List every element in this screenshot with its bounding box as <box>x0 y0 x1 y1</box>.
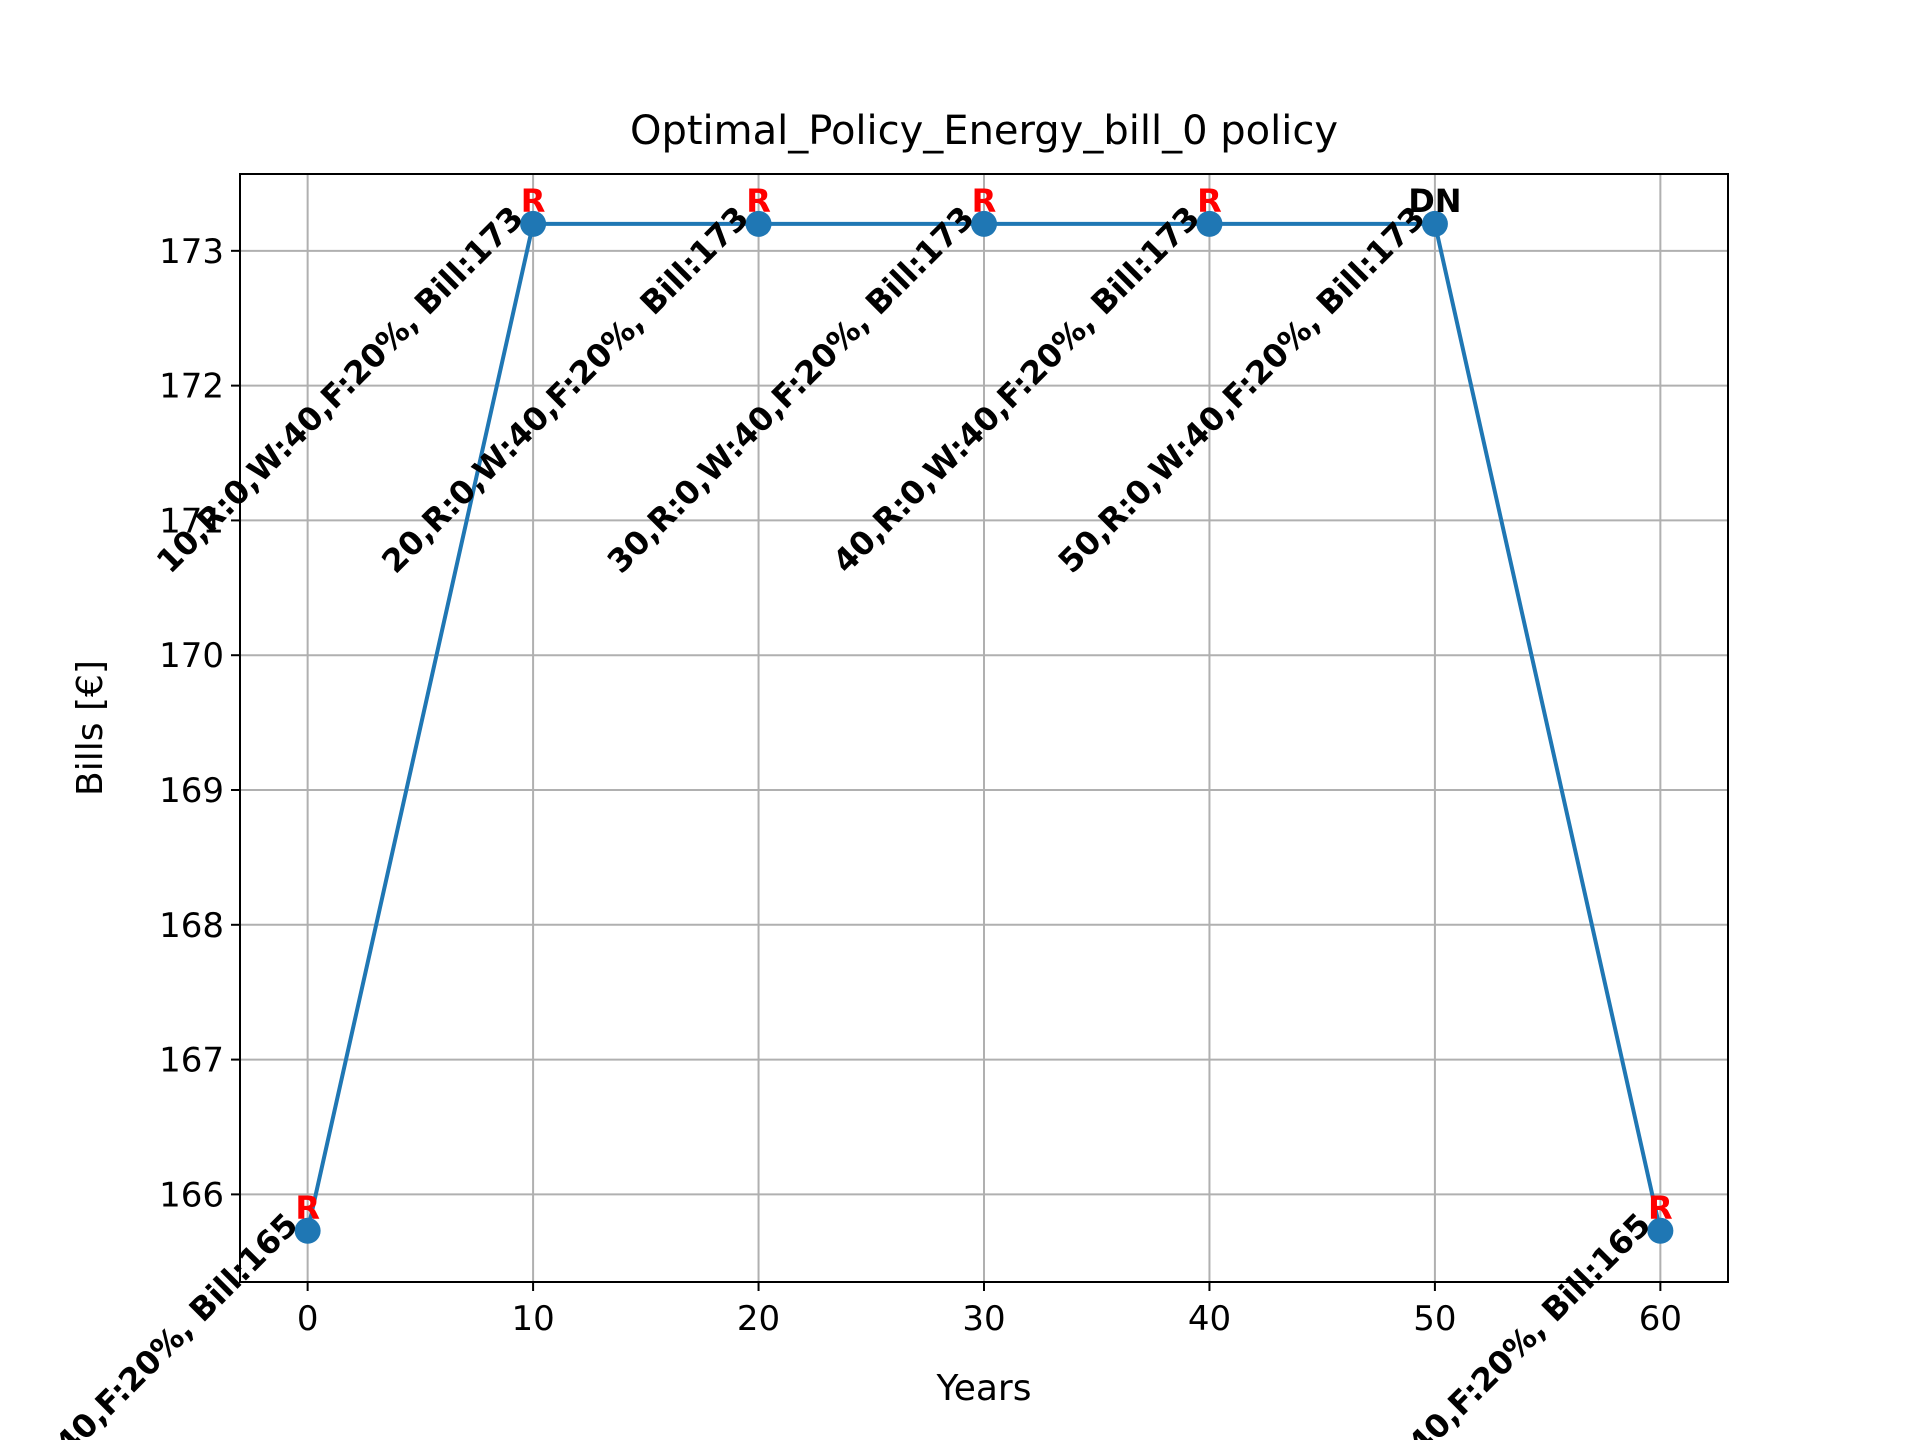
point-label: 60,R:0,W:40,F:20%, Bill:165 <box>1276 1206 1658 1440</box>
action-label: R <box>746 182 771 220</box>
point-label: 50,R:0,W:40,F:20%, Bill:173 <box>1051 199 1433 581</box>
x-tick-label: 40 <box>1188 1299 1231 1339</box>
point <box>745 210 772 237</box>
y-tick-label: 166 <box>159 1175 224 1215</box>
action-label: R <box>521 182 546 220</box>
point <box>1421 210 1448 237</box>
point-label: 40,R:0,W:40,F:20%, Bill:173 <box>825 199 1207 581</box>
plot-frame <box>239 173 1729 1283</box>
x-tick-label: 50 <box>1413 1299 1456 1339</box>
y-tick-label: 169 <box>159 771 224 811</box>
y-tick-label: 167 <box>159 1041 224 1081</box>
y-tick-label: 173 <box>159 232 224 272</box>
action-label: DN <box>1408 182 1461 220</box>
chart-title: Optimal_Policy_Energy_bill_0 policy <box>630 108 1338 154</box>
x-tick-label: 20 <box>737 1299 780 1339</box>
y-tick-label: 170 <box>159 636 224 676</box>
action-label: R <box>295 1189 320 1227</box>
point <box>520 210 547 237</box>
action-label: R <box>1648 1189 1673 1227</box>
x-tick-label: 10 <box>511 1299 554 1339</box>
y-tick-label: 172 <box>159 367 224 407</box>
x-tick-label: 60 <box>1639 1299 1682 1339</box>
y-axis-label: Bills [€] <box>70 660 111 796</box>
x-tick-label: 30 <box>962 1299 1005 1339</box>
point <box>294 1217 321 1244</box>
point <box>1647 1217 1674 1244</box>
point <box>971 210 997 237</box>
action-label: R <box>972 182 997 220</box>
x-axis-label: Years <box>936 1368 1032 1409</box>
action-label: R <box>1197 182 1222 220</box>
point-label: 0,R:0,W:40,F:20%, Bill:165 <box>0 1206 305 1440</box>
x-tick-label: 0 <box>297 1299 319 1339</box>
point-label: 30,R:0,W:40,F:20%, Bill:173 <box>600 199 982 581</box>
y-tick-label: 168 <box>159 906 224 946</box>
point-label: 20,R:0,W:40,F:20%, Bill:173 <box>374 199 756 581</box>
point <box>1196 210 1223 237</box>
y-tick-label: 171 <box>159 501 224 541</box>
